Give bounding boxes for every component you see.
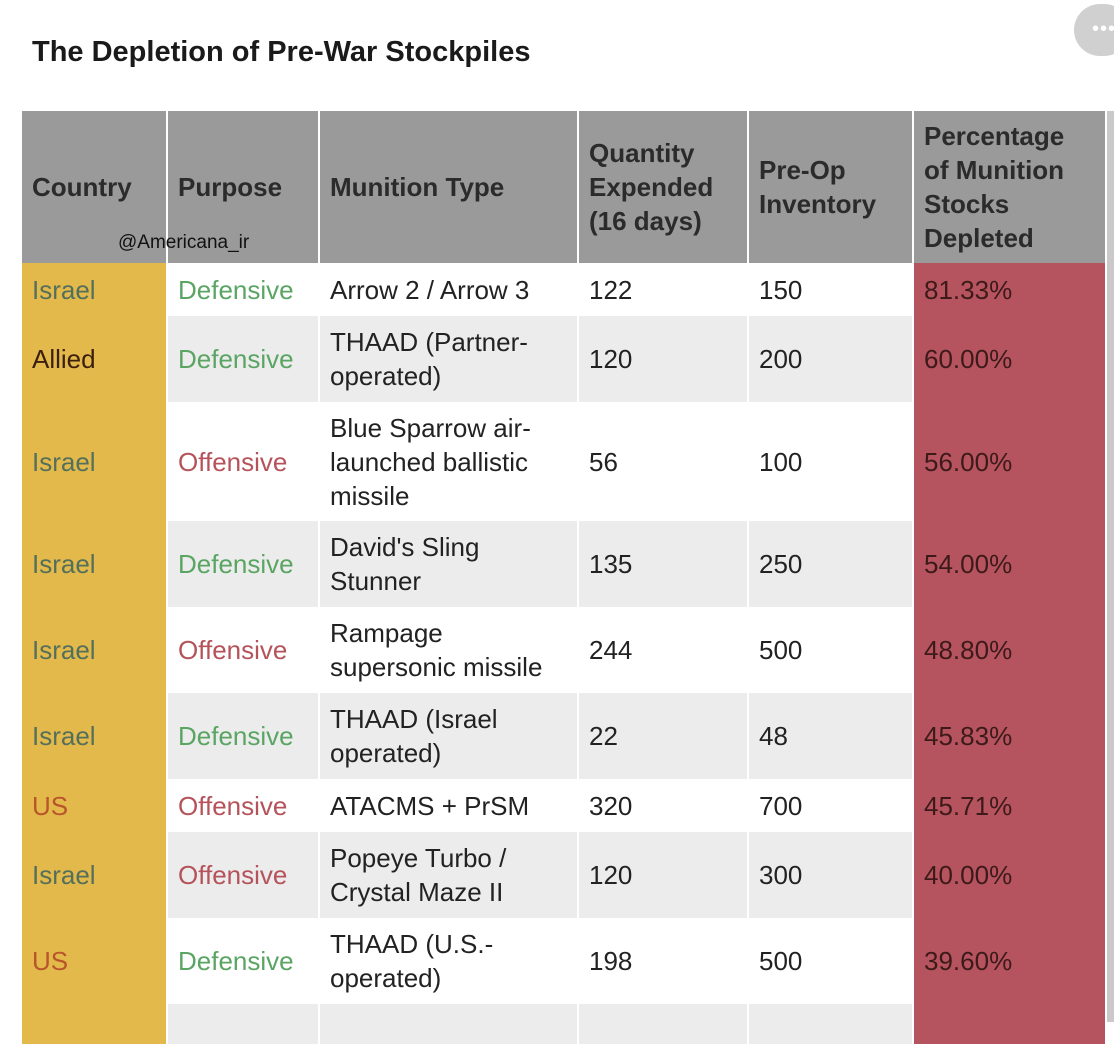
table-cell: 135 — [578, 521, 749, 607]
table-cell: THAAD (Israel operated) — [319, 693, 579, 779]
table-cell: Defensive — [167, 521, 320, 607]
partial-row — [22, 1004, 1105, 1044]
table-cell: THAAD (Partner-operated) — [319, 316, 579, 402]
table-row: Allied Defensive THAAD (Partner-operated) 1… — [22, 316, 1105, 402]
table-cell: Israel — [22, 521, 168, 607]
table-cell: 700 — [748, 779, 914, 832]
table-cell: 22 — [578, 693, 749, 779]
table-cell: 40.00% — [913, 832, 1105, 918]
column-header: Pre-Op Inventory — [748, 111, 914, 263]
table-cell: Offensive — [167, 832, 320, 918]
table-row: US Offensive ATACMS + PrSM 320 700 45.71% — [22, 779, 1105, 832]
table-row: Israel Defensive THAAD (Israel operated) 22… — [22, 693, 1105, 779]
table-cell: 56 — [578, 402, 749, 521]
table-row: US Defensive THAAD (U.S.-operated) 198 500 39… — [22, 918, 1105, 1004]
table-cell: 300 — [748, 832, 914, 918]
stockpile-table: Country Purpose Munition Type Quantity Expe… — [22, 111, 1105, 1044]
table-cell: 122 — [578, 263, 749, 316]
table-cell: Offensive — [167, 607, 320, 693]
table-cell: 81.33% — [913, 263, 1105, 316]
table-row: Israel Defensive Arrow 2 / Arrow 3 122 150 81… — [22, 263, 1105, 316]
table-cell: US — [22, 918, 168, 1004]
table-cell: ATACMS + PrSM — [319, 779, 579, 832]
table-cell: David's Sling Stunner — [319, 521, 579, 607]
table-cell: 320 — [578, 779, 749, 832]
table-cell: Defensive — [167, 693, 320, 779]
table-cell: Offensive — [167, 402, 320, 521]
column-header: Munition Type — [319, 111, 579, 263]
table-cell: Defensive — [167, 316, 320, 402]
page-title: The Depletion of Pre-War Stockpiles — [32, 36, 531, 68]
table-cell: 48.80% — [913, 607, 1105, 693]
table-cell: 250 — [748, 521, 914, 607]
table-cell: 200 — [748, 316, 914, 402]
table-cell: Israel — [22, 607, 168, 693]
table-cell: Israel — [22, 832, 168, 918]
table-cell: Israel — [22, 263, 168, 316]
table-cell: Offensive — [167, 779, 320, 832]
watermark: @Americana_ir — [118, 232, 250, 253]
table-cell: Israel — [22, 402, 168, 521]
table-row: Israel Offensive Popeye Turbo / Crystal Ma… — [22, 832, 1105, 918]
column-header: Percentage of Munition Stocks Depleted — [913, 111, 1105, 263]
table-cell: 150 — [748, 263, 914, 316]
scroll-edge — [1107, 111, 1114, 1022]
table-cell: 100 — [748, 402, 914, 521]
table-cell: 244 — [578, 607, 749, 693]
table-cell: 198 — [578, 918, 749, 1004]
table-row: Israel Offensive Blue Sparrow air-launched… — [22, 402, 1105, 521]
page: The Depletion of Pre-War Stockpiles ••• … — [22, 4, 1114, 1044]
table-cell: Defensive — [167, 918, 320, 1004]
table-cell: 48 — [748, 693, 914, 779]
table-cell: 60.00% — [913, 316, 1105, 402]
table-cell: Rampage supersonic missile — [319, 607, 579, 693]
table-cell: 120 — [578, 832, 749, 918]
table-cell: 120 — [578, 316, 749, 402]
table-cell: 500 — [748, 607, 914, 693]
table-cell: Arrow 2 / Arrow 3 — [319, 263, 579, 316]
table-cell: THAAD (U.S.-operated) — [319, 918, 579, 1004]
table-cell: Defensive — [167, 263, 320, 316]
table-cell: 56.00% — [913, 402, 1105, 521]
table-cell: Popeye Turbo / Crystal Maze II — [319, 832, 579, 918]
table-cell: Allied — [22, 316, 168, 402]
table-row: Israel Defensive David's Sling Stunner 135 2… — [22, 521, 1105, 607]
header-row: Country Purpose Munition Type Quantity Expe… — [22, 111, 1105, 263]
more-button[interactable]: ••• — [1074, 4, 1114, 56]
column-header: Quantity Expended (16 days) — [578, 111, 749, 263]
table-cell: 500 — [748, 918, 914, 1004]
table-row: Israel Offensive Rampage supersonic missil… — [22, 607, 1105, 693]
table-cell: 39.60% — [913, 918, 1105, 1004]
table-cell: 45.83% — [913, 693, 1105, 779]
table-cell: Blue Sparrow air-launched ballistic miss… — [319, 402, 579, 521]
table-cell: 45.71% — [913, 779, 1105, 832]
column-header: Country — [22, 111, 168, 263]
table-cell: US — [22, 779, 168, 832]
table-cell: Israel — [22, 693, 168, 779]
table-cell: 54.00% — [913, 521, 1105, 607]
column-header: Purpose — [167, 111, 320, 263]
